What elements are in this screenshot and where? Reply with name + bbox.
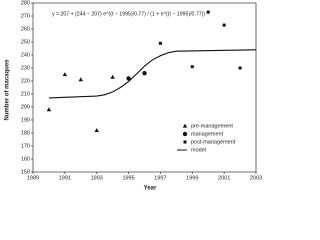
- y-tick-label: 150: [21, 169, 30, 175]
- model-equation: y = 207 + (244 − 207) e^((t − 1995)/0.77…: [52, 11, 205, 17]
- y-tick-label: 190: [21, 117, 30, 123]
- x-tick-label: 1995: [122, 175, 134, 181]
- x-tick-label: 2001: [218, 175, 230, 181]
- y-tick-label: 160: [21, 156, 30, 162]
- y-tick-label: 180: [21, 130, 30, 136]
- legend-label: model: [191, 147, 206, 153]
- data-point: [94, 128, 99, 132]
- y-tick-label: 250: [21, 39, 30, 45]
- legend-label: management: [191, 131, 224, 137]
- data-point: [110, 74, 115, 79]
- data-point: [238, 66, 242, 70]
- legend-label: pre-management: [191, 123, 233, 129]
- legend-symbol: [182, 123, 188, 128]
- model-line: [48, 49, 257, 99]
- legend-symbol: [182, 131, 188, 137]
- y-tick-label: 240: [21, 52, 30, 58]
- data-point: [222, 23, 226, 27]
- x-axis-label: Year: [144, 186, 157, 192]
- data-point: [78, 77, 83, 82]
- x-tick-label: 1991: [59, 175, 71, 181]
- y-tick-label: 270: [21, 13, 30, 19]
- y-tick-label: 210: [21, 91, 30, 97]
- y-tick-label: 200: [21, 104, 30, 110]
- legend-symbol: [183, 140, 187, 144]
- data-point: [126, 76, 131, 81]
- data-point: [158, 41, 162, 45]
- data-point: [142, 71, 147, 76]
- y-tick-label: 260: [21, 26, 30, 32]
- x-tick-label: 1999: [186, 175, 198, 181]
- x-tick-label: 1993: [91, 175, 103, 181]
- y-axis-label: Number of macaques: [5, 59, 11, 121]
- legend-label: post-management: [191, 139, 236, 145]
- x-tick-label: 1997: [154, 175, 166, 181]
- data-point: [46, 107, 52, 112]
- x-tick-label: 1989: [27, 175, 39, 181]
- y-tick-label: 170: [21, 143, 30, 149]
- x-tick-label: 2003: [250, 175, 262, 181]
- chart: y = 207 + (244 − 207) e^((t − 1995)/0.77…: [5, 0, 263, 192]
- plot-frame: [32, 2, 257, 173]
- data-point: [62, 72, 68, 77]
- y-tick-label: 220: [21, 78, 30, 84]
- data-point: [190, 65, 194, 69]
- y-tick-label: 230: [21, 65, 30, 71]
- data-point: [206, 10, 210, 14]
- y-tick-label: 280: [21, 0, 30, 6]
